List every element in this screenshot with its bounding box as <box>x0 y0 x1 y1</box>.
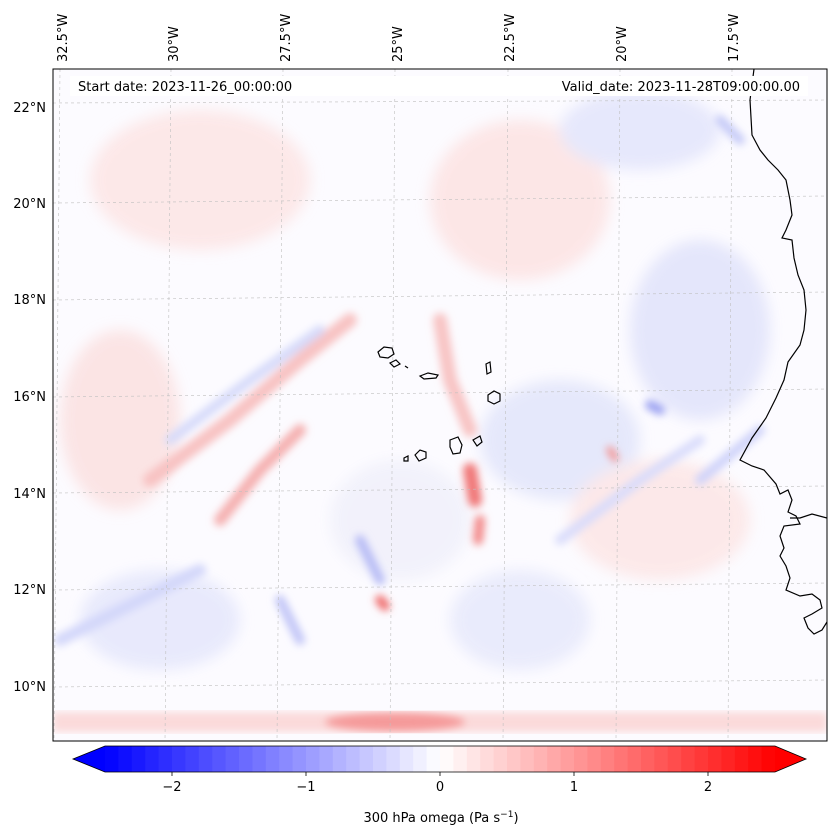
colorbar-segment <box>493 746 508 772</box>
colorbar-segment <box>359 746 374 772</box>
lat-tick-label: 16°N <box>13 390 46 405</box>
colorbar-segment <box>560 746 575 772</box>
colorbar-segment <box>627 746 642 772</box>
colorbar-tick-label: 1 <box>570 780 578 795</box>
longitude-tick-labels: 32.5°W 30°W 27.5°W 25°W 22.5°W 20°W 17.5… <box>56 14 742 62</box>
start-date-label: Start date: 2023-11-26_00:00:00 <box>78 80 292 95</box>
colorbar-segment <box>440 746 454 772</box>
colorbar-segment <box>734 746 749 772</box>
colorbar-segment <box>520 746 535 772</box>
colorbar-segment <box>721 746 736 772</box>
lon-tick-label: 27.5°W <box>279 14 294 62</box>
colorbar-segment <box>265 746 280 772</box>
valid-date-label: Valid_date: 2023-11-28T09:00:00.00 <box>562 80 800 95</box>
african-coastline <box>739 69 827 635</box>
colorbar-segment <box>708 746 722 772</box>
colorbar-segment <box>426 746 441 772</box>
colorbar-segment <box>761 746 776 772</box>
lon-tick-label: 20°W <box>615 26 630 62</box>
colorbar-segment <box>118 746 133 772</box>
colorbar-segment <box>681 746 696 772</box>
colorbar-segment <box>480 746 495 772</box>
colorbar-segment <box>748 746 763 772</box>
colorbar-segment <box>600 746 615 772</box>
graticule <box>53 69 827 741</box>
colorbar-segment <box>225 746 240 772</box>
colorbar-tick-label: 2 <box>704 780 712 795</box>
latitude-tick-labels: 22°N 20°N 18°N 16°N 14°N 12°N 10°N <box>13 101 46 695</box>
colorbar-segment <box>279 746 294 772</box>
colorbar-tick-label: 0 <box>436 780 444 795</box>
colorbar-segment <box>574 746 588 772</box>
colorbar-segment <box>158 746 173 772</box>
colorbar-segment <box>654 746 669 772</box>
date-label-band <box>70 76 808 96</box>
colorbar-segment <box>399 746 414 772</box>
colorbar-segment <box>453 746 468 772</box>
colorbar-segment <box>239 746 253 772</box>
colorbar-segment <box>694 746 709 772</box>
colorbar-segment <box>212 746 227 772</box>
colorbar-tick-label: −1 <box>296 780 315 795</box>
colorbar-segment <box>131 746 146 772</box>
colorbar-segment <box>105 746 119 772</box>
colorbar-segments <box>73 746 806 772</box>
colorbar-segment <box>614 746 629 772</box>
colorbar-segment <box>185 746 200 772</box>
coast-inlet <box>790 513 827 519</box>
colorbar-segment <box>641 746 655 772</box>
colorbar-segment <box>252 746 267 772</box>
lat-tick-label: 22°N <box>13 101 46 116</box>
colorbar-segment <box>172 746 186 772</box>
colorbar-segment <box>198 746 213 772</box>
colorbar-outline <box>71 745 808 773</box>
colorbar-segment <box>386 746 401 772</box>
lon-tick-label: 22.5°W <box>503 14 518 62</box>
lat-tick-label: 18°N <box>13 293 46 308</box>
colorbar-extend-max <box>775 746 806 772</box>
lon-tick-label: 30°W <box>167 26 182 62</box>
colorbar-segment <box>466 746 481 772</box>
colorbar-segment <box>587 746 602 772</box>
colorbar-segment <box>292 746 307 772</box>
colorbar-segment <box>507 746 521 772</box>
colorbar-segment <box>667 746 682 772</box>
colorbar-segment <box>145 746 160 772</box>
lon-tick-label: 32.5°W <box>56 14 71 62</box>
omega-field <box>53 69 827 741</box>
colorbar-tick-label: −2 <box>162 780 181 795</box>
colorbar-segment <box>413 746 428 772</box>
lat-tick-label: 20°N <box>13 197 46 212</box>
colorbar-segment <box>533 746 548 772</box>
colorbar-segment <box>547 746 562 772</box>
colorbar-segment <box>346 746 361 772</box>
lon-tick-label: 25°W <box>391 26 406 62</box>
lon-tick-label: 17.5°W <box>727 14 742 62</box>
colorbar-label: 300 hPa omega (Pa s−1) <box>363 810 518 826</box>
lat-tick-label: 10°N <box>13 680 46 695</box>
colorbar-segment <box>332 746 347 772</box>
colorbar-segment <box>319 746 334 772</box>
lat-tick-label: 12°N <box>13 583 46 598</box>
colorbar-segment <box>373 746 387 772</box>
colorbar: −2 −1 0 1 2 300 hPa omega (Pa s−1) <box>71 745 808 826</box>
cabo-verde-islands <box>377 346 501 462</box>
colorbar-extend-min <box>73 746 105 772</box>
map-panel: Start date: 2023-11-26_00:00:00 Valid_da… <box>52 68 828 742</box>
colorbar-segment <box>306 746 320 772</box>
colorbar-ticks: −2 −1 0 1 2 <box>162 772 712 795</box>
lat-tick-label: 14°N <box>13 487 46 502</box>
map-frame <box>52 68 828 742</box>
